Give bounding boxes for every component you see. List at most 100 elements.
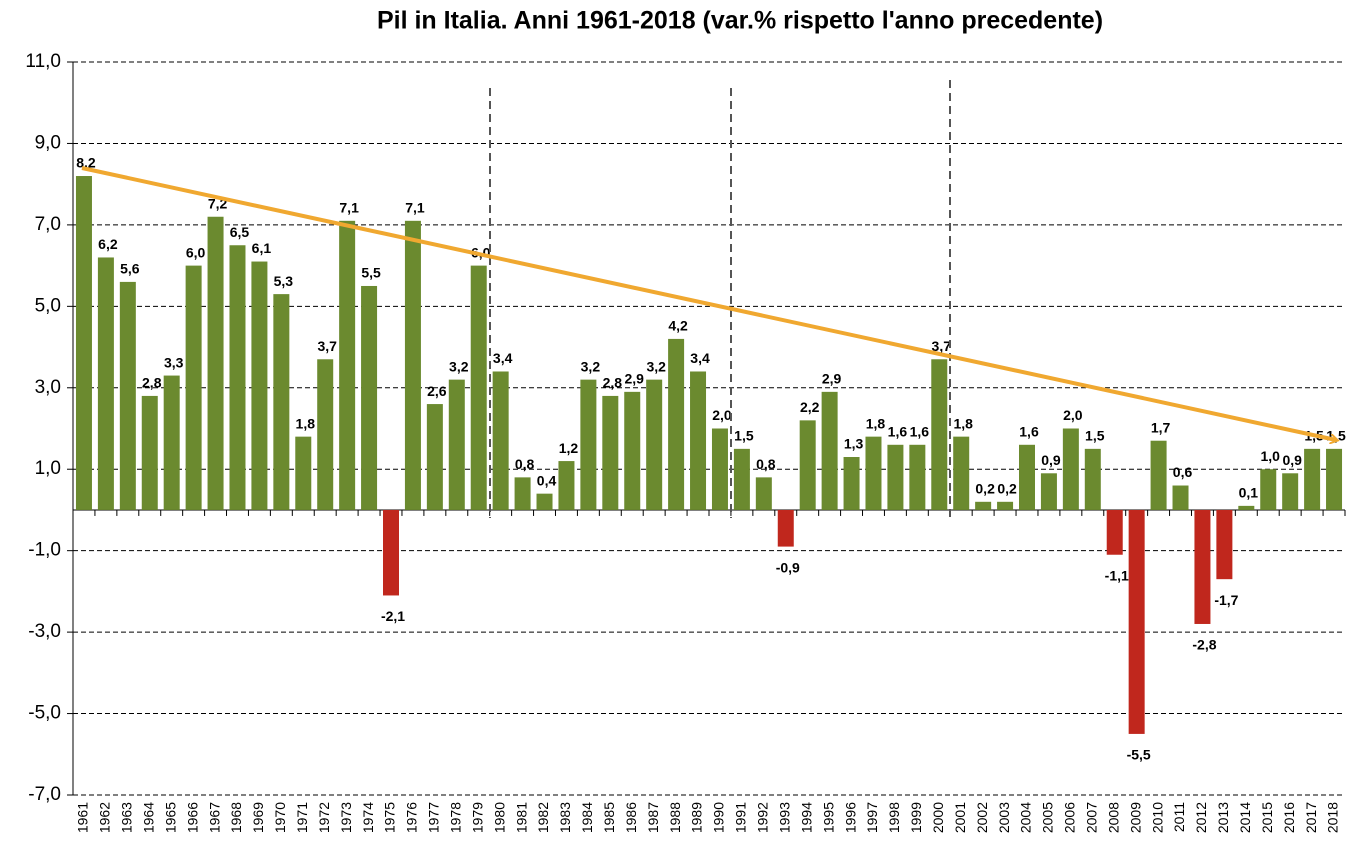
bar: [317, 359, 334, 510]
x-tick-label: 1984: [579, 802, 595, 833]
data-label: -2,8: [1192, 637, 1216, 653]
data-label: 1,0: [1261, 448, 1281, 464]
data-label: 0,9: [1282, 452, 1302, 468]
x-tick-label: 1962: [97, 802, 113, 833]
x-tick-label: 1990: [711, 802, 727, 833]
bar: [1062, 428, 1079, 510]
data-label: 1,6: [1019, 423, 1039, 439]
bar: [887, 444, 904, 510]
x-tick-label: 2014: [1237, 802, 1253, 833]
y-tick-label: -3,0: [28, 621, 61, 642]
bar: [470, 265, 487, 510]
x-tick-label: 1968: [228, 802, 244, 833]
x-tick-label: 1995: [820, 802, 836, 833]
data-label: 0,8: [756, 456, 776, 472]
data-label: 1,5: [1326, 428, 1346, 444]
data-label: 6,1: [252, 240, 272, 256]
data-label: 1,6: [910, 423, 930, 439]
data-label: 2,8: [142, 375, 162, 391]
bar: [1216, 509, 1233, 580]
data-label: 3,7: [317, 338, 337, 354]
data-label: 5,5: [361, 265, 381, 281]
bar: [1150, 440, 1167, 510]
data-label: 1,7: [1151, 419, 1171, 435]
bar: [273, 294, 290, 510]
data-label: 2,9: [625, 371, 645, 387]
data-label: 3,2: [581, 358, 601, 374]
y-tick-label: -7,0: [28, 784, 61, 805]
x-tick-label: 1975: [382, 802, 398, 833]
x-tick-label: 1983: [557, 802, 573, 833]
bar: [163, 375, 180, 510]
x-tick-label: 1974: [360, 802, 376, 833]
x-tick-label: 1966: [184, 802, 200, 833]
x-tick-label: 1982: [535, 802, 551, 833]
bar: [1194, 509, 1211, 624]
data-label: 0,1: [1239, 485, 1259, 501]
bar: [448, 379, 465, 510]
x-tick-label: 1970: [272, 802, 288, 833]
data-label: 3,2: [646, 358, 666, 374]
bar: [975, 501, 992, 510]
data-label: 2,2: [800, 399, 820, 415]
x-tick-label: 2018: [1325, 802, 1341, 833]
data-label: -5,5: [1127, 747, 1151, 763]
bar: [558, 461, 575, 510]
chart-title: Pil in Italia. Anni 1961-2018 (var.% ris…: [377, 7, 1103, 35]
data-label: 0,4: [537, 472, 557, 488]
y-tick-label: 5,0: [35, 295, 61, 316]
data-label: 1,8: [866, 415, 886, 431]
bar: [1172, 485, 1189, 510]
y-tick-label: 7,0: [35, 214, 61, 235]
x-tick-label: 1971: [294, 802, 310, 833]
bar: [624, 391, 641, 510]
x-tick-label: 1991: [733, 802, 749, 833]
x-tick-label: 1976: [404, 802, 420, 833]
bar: [426, 404, 443, 510]
bar: [843, 457, 860, 510]
data-label: 3,4: [690, 350, 710, 366]
y-tick-label: 3,0: [35, 377, 61, 398]
bar: [931, 359, 948, 510]
data-label: 6,0: [186, 244, 206, 260]
x-tick-label: 1993: [776, 802, 792, 833]
y-tick-label: 11,0: [25, 51, 61, 72]
bar: [229, 245, 246, 510]
data-label: 1,8: [953, 415, 973, 431]
data-label: 1,5: [1085, 428, 1105, 444]
bar: [1238, 505, 1255, 510]
bar: [295, 436, 312, 510]
x-tick-label: 2006: [1062, 802, 1078, 833]
x-tick-label: 1987: [645, 802, 661, 833]
bar: [953, 436, 970, 510]
bar: [997, 501, 1014, 510]
data-label: 1,6: [888, 423, 908, 439]
bar: [1084, 448, 1101, 510]
bar: [690, 371, 707, 510]
bar: [733, 448, 750, 510]
x-tick-label: 2012: [1193, 802, 1209, 833]
x-tick-label: 2001: [952, 802, 968, 833]
x-tick-label: 1996: [842, 802, 858, 833]
x-tick-label: 1999: [908, 802, 924, 833]
bar: [646, 379, 663, 510]
bar: [514, 477, 531, 510]
data-label: 7,1: [405, 200, 425, 216]
bar: [97, 257, 114, 510]
data-label: 4,2: [668, 318, 688, 334]
x-tick-label: 2016: [1281, 802, 1297, 833]
x-tick-label: 1969: [250, 802, 266, 833]
bar: [536, 493, 553, 510]
bar: [339, 220, 356, 510]
data-label: -0,9: [776, 559, 800, 575]
data-label: 8,2: [76, 155, 96, 171]
x-tick-label: 1978: [447, 802, 463, 833]
data-label: 0,2: [975, 481, 995, 497]
data-label: 0,2: [997, 481, 1017, 497]
data-label: 2,0: [712, 407, 732, 423]
bar: [251, 261, 268, 510]
data-label: 5,3: [274, 273, 294, 289]
bar: [119, 281, 136, 510]
bar: [1019, 444, 1035, 510]
data-label: 1,2: [559, 440, 579, 456]
